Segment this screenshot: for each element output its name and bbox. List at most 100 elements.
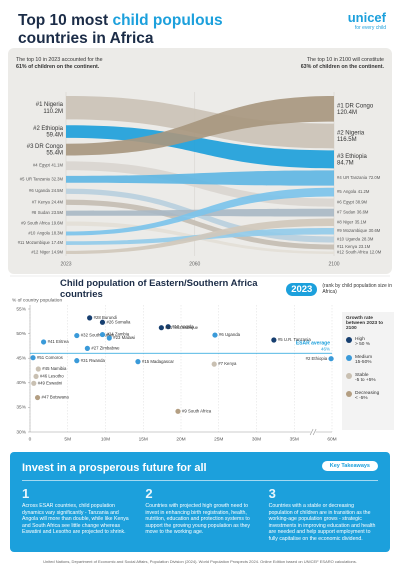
flow-label: #1 Nigeria: [36, 102, 64, 108]
flow-label: #1 DR Congo: [337, 103, 374, 109]
point: [87, 315, 93, 321]
value-label: 12.0M: [370, 250, 382, 255]
flow: [66, 187, 334, 236]
country: Uganda: [346, 237, 361, 242]
takeaway-columns: 1 Across ESAR countries, child population…: [22, 486, 378, 543]
point: [74, 332, 80, 339]
value-label: 72.0M: [369, 175, 381, 180]
flow-label: #12 Niger 14.9M: [31, 250, 63, 255]
logo-tagline: for every child: [354, 25, 386, 31]
y-tick-label: 35%: [16, 405, 26, 411]
point: [165, 324, 171, 330]
point-label: #7 Kenya: [218, 361, 237, 366]
axis-break-gap: [310, 429, 316, 435]
rank: #1: [337, 103, 344, 109]
flow: [66, 170, 334, 186]
x-tick-label: 60M: [327, 436, 336, 442]
point-label: #9 South Africa: [182, 408, 212, 413]
x-tick-label: 35M: [290, 436, 299, 442]
x-tick-label: 15M: [139, 436, 148, 442]
legend-title: Growth rate between 2023 to 2100: [346, 316, 384, 331]
legend-text: Medium 15-50%: [355, 355, 372, 365]
country: Angola: [343, 189, 357, 194]
flow-label: #10 Uganda 28.3M: [337, 237, 374, 242]
y-tick-label: 50%: [16, 331, 26, 337]
takeaways-title: Invest in a prosperous future for all: [22, 462, 207, 474]
value-label: 55.4M: [46, 151, 63, 157]
country: UR Tanzania: [343, 175, 368, 180]
logo-word: unicef: [347, 10, 386, 25]
value-label: 84.7M: [337, 160, 354, 166]
value-label: 30.6M: [369, 228, 381, 233]
rank: #8: [337, 219, 342, 224]
flow-label: #9 Mozambique 30.6M: [337, 228, 381, 233]
takeaway-text: Across ESAR countries, child population …: [22, 503, 129, 536]
country: DR Congo: [345, 103, 374, 109]
rank: #5: [337, 189, 342, 194]
legend-text: Decreasing < -5%: [355, 391, 379, 401]
x-tick-label: 2060: [189, 261, 200, 267]
country: Niger: [343, 219, 354, 224]
rank: #2: [33, 126, 40, 132]
rank: #6: [29, 188, 34, 193]
point: [158, 325, 164, 331]
country: Sudan: [343, 210, 356, 215]
flow-label: #4 UR Tanzania 72.0M: [337, 175, 381, 180]
flow-label: #8 Niger 35.1M: [337, 219, 367, 224]
scatter-subtitle: (rank by child population size in Africa…: [322, 283, 393, 295]
point-label: #45 Namibia: [42, 366, 67, 371]
legend-item: Medium 15-50%: [346, 355, 390, 365]
flow: [66, 125, 334, 169]
legend-range: 15-50%: [355, 360, 372, 365]
rank: #4: [337, 175, 342, 180]
rule: [22, 480, 378, 481]
flow-label: #5 UR Tanzania 32.3M: [20, 176, 64, 181]
flow-label: #12 South Africa 12.0M: [337, 250, 382, 255]
point: [35, 366, 41, 372]
takeaway-number: 3: [268, 486, 276, 501]
takeaway: 3 Countries with a stable or decreasing p…: [269, 486, 378, 543]
legend-swatch: [346, 373, 352, 379]
value-label: 19.6M: [51, 221, 63, 226]
point: [33, 373, 39, 380]
y-tick-label: 40%: [16, 380, 26, 386]
legend-swatch: [346, 337, 352, 343]
country: South Africa: [346, 250, 369, 255]
source: United Nations, Department of Economic a…: [43, 559, 357, 564]
legend-item: High > 50 %: [346, 337, 390, 347]
flow-label: #8 Sudan 23.5M: [32, 210, 64, 215]
title-part: Top 10 most: [18, 12, 113, 29]
point: [175, 408, 181, 414]
point-label: #47 Botswana: [42, 395, 70, 400]
x-tick-label: 30M: [252, 436, 261, 442]
point-label: #51 Comoros: [37, 355, 63, 360]
legend-text: High > 50 %: [355, 337, 370, 347]
value-label: 14.9M: [51, 250, 63, 255]
axis-break: [309, 428, 314, 436]
title-part: countries in Africa: [18, 30, 154, 47]
axis-break: [312, 428, 317, 436]
note-text: The top 10 in 2023 accounted for the: [16, 57, 103, 63]
note-emphasis: 61% of children on the continent.: [16, 64, 100, 70]
flow-label: #3 Ethiopia: [337, 153, 368, 159]
point: [84, 345, 90, 351]
country: Ethiopia: [345, 153, 367, 159]
title-highlight: child populous: [112, 12, 223, 29]
rank: #1: [36, 102, 43, 108]
legend-range: > 50 %: [355, 342, 371, 347]
country: Mozambique: [26, 240, 51, 245]
country: South Africa: [27, 221, 50, 226]
point: [40, 339, 47, 345]
rank: #4: [33, 163, 38, 168]
rank: #7: [32, 199, 37, 204]
value-label: 24.5M: [51, 188, 63, 193]
flow-label: #6 Uganda 24.5M: [29, 188, 63, 193]
legend-name: Decreasing: [355, 391, 380, 396]
rank: #6: [337, 200, 342, 205]
flow-label: #6 Egypt 38.9M: [337, 200, 368, 205]
point: [106, 335, 112, 341]
country: Sudan: [38, 210, 51, 215]
scatter-title: Child population of Eastern/Southern Afr…: [60, 278, 258, 300]
country: Nigeria: [345, 130, 365, 136]
x-tick-label: 10M: [101, 436, 110, 442]
